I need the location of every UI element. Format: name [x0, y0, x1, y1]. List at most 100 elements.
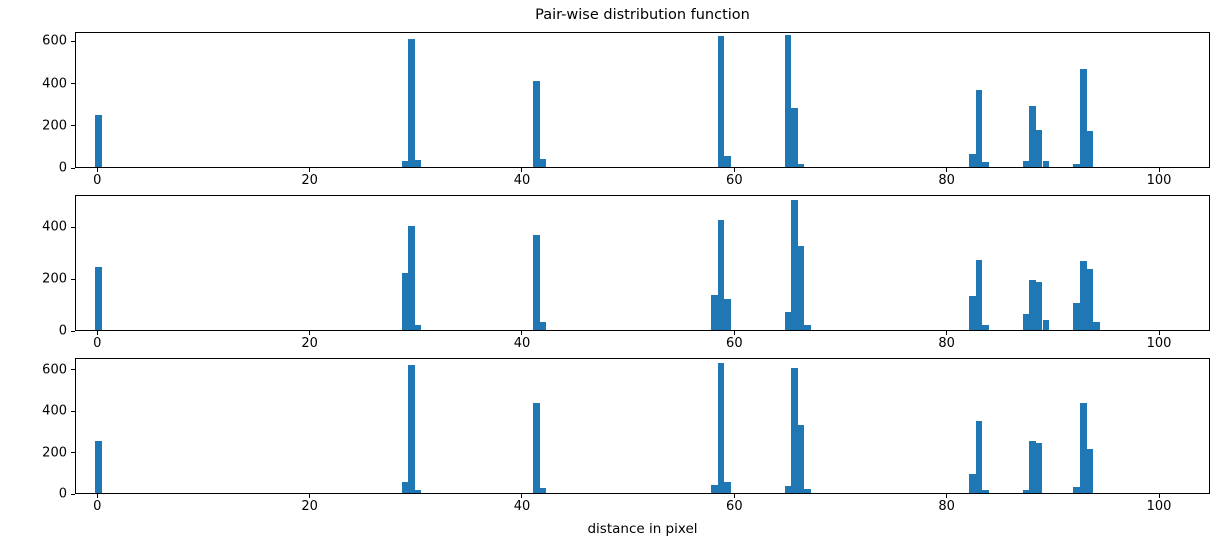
x-tick-mark — [96, 494, 98, 498]
x-tick-mark — [1158, 494, 1160, 498]
histogram-bar — [982, 161, 989, 167]
y-tick-mark — [71, 83, 75, 85]
histogram-bar — [797, 424, 805, 493]
histogram-bar — [797, 245, 805, 330]
histogram-bar — [1042, 160, 1050, 167]
x-tick-mark — [733, 168, 735, 172]
histogram-bar — [95, 115, 102, 167]
histogram-bar — [791, 200, 798, 330]
histogram-bar — [532, 235, 540, 330]
y-tick-label: 0 — [58, 486, 67, 502]
histogram-bar — [401, 481, 409, 493]
histogram-bar — [1073, 302, 1080, 330]
histogram-bar — [539, 487, 547, 493]
histogram-bar — [1093, 322, 1100, 330]
x-tick-label: 40 — [513, 499, 531, 514]
histogram-bar — [1035, 130, 1043, 167]
y-tick-label: 200 — [42, 271, 67, 287]
y-tick-mark — [71, 226, 75, 228]
subplot-bottom-axes — [75, 358, 1210, 494]
histogram-bar — [969, 296, 976, 330]
histogram-bar — [975, 420, 983, 493]
y-tick-label: 200 — [42, 445, 67, 461]
histogram-bar — [1079, 68, 1087, 167]
histogram-bar — [717, 362, 725, 493]
histogram-bar — [1022, 314, 1030, 330]
x-tick-mark — [96, 331, 98, 335]
histogram-bar — [1073, 163, 1080, 167]
histogram-bar — [1029, 441, 1036, 493]
y-tick-label: 600 — [42, 33, 67, 49]
x-tick-label: 20 — [301, 173, 318, 188]
x-tick-label: 0 — [93, 499, 102, 514]
histogram-bar — [539, 322, 547, 330]
histogram-bar — [532, 80, 540, 167]
histogram-bar — [401, 160, 409, 167]
histogram-bar — [969, 474, 976, 493]
histogram-bar — [717, 36, 725, 167]
x-tick-mark — [733, 331, 735, 335]
subplot-top-axes — [75, 32, 1210, 168]
histogram-bar — [1022, 489, 1030, 493]
x-tick-mark — [96, 168, 98, 172]
histogram-bar — [982, 489, 989, 493]
x-tick-label: 100 — [1146, 173, 1172, 188]
histogram-bar — [982, 324, 989, 330]
x-tick-label: 80 — [938, 336, 955, 351]
y-tick-mark — [71, 125, 75, 127]
x-tick-label: 80 — [938, 499, 955, 514]
x-tick-label: 40 — [513, 173, 531, 188]
histogram-bar — [975, 90, 983, 167]
histogram-bar — [724, 481, 731, 493]
y-tick-mark — [71, 330, 75, 332]
histogram-bar — [95, 266, 102, 330]
y-tick-label: 400 — [42, 403, 67, 419]
histogram-bar — [791, 107, 798, 167]
y-tick-label: 600 — [42, 362, 67, 378]
x-tick-mark — [946, 168, 948, 172]
histogram-bar — [408, 364, 415, 493]
histogram-bar — [1079, 261, 1087, 330]
x-tick-label: 0 — [93, 336, 102, 351]
histogram-bar — [784, 35, 792, 167]
x-tick-mark — [946, 494, 948, 498]
histogram-bar — [1073, 486, 1080, 493]
histogram-bar — [408, 226, 415, 330]
histogram-bar — [539, 158, 547, 167]
x-tick-label: 20 — [301, 336, 318, 351]
y-tick-mark — [71, 452, 75, 454]
histogram-bar — [724, 156, 731, 167]
histogram-bar — [401, 273, 409, 330]
histogram-bar — [784, 311, 792, 330]
y-tick-mark — [71, 369, 75, 371]
histogram-bar — [1029, 279, 1036, 330]
histogram-bar — [1035, 282, 1043, 330]
histogram-bar — [797, 163, 805, 167]
histogram-bar — [1022, 160, 1030, 167]
x-tick-label: 60 — [726, 336, 743, 351]
y-tick-label: 0 — [58, 323, 67, 339]
y-tick-mark — [71, 167, 75, 169]
y-tick-label: 400 — [42, 76, 67, 92]
y-tick-label: 200 — [42, 118, 67, 134]
histogram-bar — [414, 324, 422, 330]
x-tick-label: 60 — [726, 499, 743, 514]
histogram-bar — [532, 403, 540, 493]
x-tick-mark — [521, 494, 523, 498]
x-tick-mark — [521, 331, 523, 335]
histogram-bar — [414, 159, 422, 167]
histogram-bar — [724, 298, 731, 330]
x-tick-label: 100 — [1146, 499, 1172, 514]
histogram-bar — [1086, 448, 1094, 493]
subplot-middle-axes — [75, 195, 1210, 331]
histogram-bar — [95, 441, 102, 493]
y-tick-mark — [71, 278, 75, 280]
y-tick-label: 400 — [42, 219, 67, 235]
x-tick-mark — [946, 331, 948, 335]
histogram-bar — [784, 485, 792, 493]
histogram-bar — [1029, 105, 1036, 167]
x-tick-mark — [309, 168, 311, 172]
x-tick-mark — [521, 168, 523, 172]
histogram-bar — [1035, 443, 1043, 493]
x-axis-label: distance in pixel — [587, 521, 698, 537]
